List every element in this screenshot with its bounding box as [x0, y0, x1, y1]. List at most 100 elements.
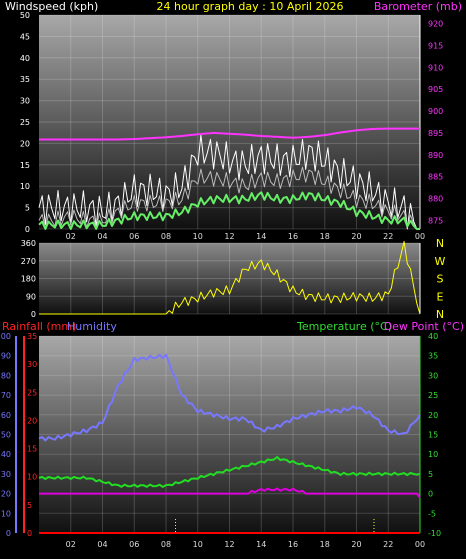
wind-gust-line [38, 134, 420, 230]
x-tick-label: 10 [193, 232, 203, 241]
temperature-tick-label: 30 [428, 371, 438, 380]
barometer-tick-label: 875 [428, 216, 443, 225]
temperature-tick-label: 25 [428, 391, 438, 400]
wind-average-line [38, 166, 420, 230]
wind-direction-line [39, 241, 421, 315]
x-tick-label: 16 [288, 232, 298, 241]
direction-compass-label: N [436, 308, 444, 321]
x-tick-label: 14 [256, 232, 266, 241]
wind-tick-label: 20 [20, 139, 30, 148]
humidity-axis-title: Humidity [67, 320, 117, 333]
direction-compass-label: S [437, 273, 444, 286]
x-tick-label: 08 [161, 232, 171, 241]
temperature-tick-label: 0 [428, 490, 433, 499]
direction-tick-label: 270 [21, 257, 36, 266]
barometer-tick-label: 885 [428, 173, 443, 182]
temperature-tick-label: 20 [428, 411, 438, 420]
humidity-tick-label: 10 [1, 509, 11, 518]
wind-tick-label: 0 [25, 225, 30, 234]
x-tick-label: 06 [129, 232, 139, 241]
wind-tick-label: 50 [20, 11, 30, 20]
x-tick-label: 18 [320, 540, 330, 549]
humidity-tick-label: 80 [1, 371, 11, 380]
barometer-axis-title: Barometer (mb) [374, 0, 462, 13]
rainfall-tick-label: 0 [27, 529, 32, 538]
barometer-tick-label: 910 [428, 63, 443, 72]
barometer-tick-label: 895 [428, 129, 443, 138]
rainfall-tick-label: 20 [27, 416, 37, 425]
temperature-tick-label: -10 [428, 529, 441, 538]
temperature-tick-label: 10 [428, 450, 438, 459]
rainfall-tick-label: 35 [27, 332, 37, 341]
wind-tick-label: 5 [25, 204, 30, 213]
humidity-tick-label: 40 [1, 450, 11, 459]
temperature-tick-label: 5 [428, 470, 433, 479]
humidity-tick-label: 60 [1, 411, 11, 420]
wind-tick-label: 40 [20, 54, 30, 63]
direction-tick-label: 0 [31, 310, 36, 319]
temperature-tick-label: 15 [428, 431, 438, 440]
direction-tick-label: 90 [26, 292, 36, 301]
rainfall-tick-label: 15 [27, 445, 37, 454]
wind-tick-label: 10 [20, 182, 30, 191]
temperature-line [38, 456, 421, 488]
direction-compass-label: N [436, 237, 444, 250]
temperature-tick-label: 35 [428, 352, 438, 361]
barometer-tick-label: 915 [428, 42, 443, 51]
rainfall-axis-title: Rainfall (mm) [2, 320, 76, 333]
dew-point-axis-title: Dew Point (°C) [384, 320, 464, 333]
temperature-tick-label: -5 [428, 509, 436, 518]
direction-tick-label: 180 [21, 275, 36, 284]
x-tick-label: 22 [383, 232, 393, 241]
wind-mean-line [38, 191, 420, 230]
x-tick-label: 00 [415, 540, 425, 549]
x-tick-label: 16 [288, 540, 298, 549]
barometer-tick-label: 880 [428, 194, 443, 203]
x-tick-label: 18 [320, 232, 330, 241]
rainfall-tick-label: 25 [27, 388, 37, 397]
barometer-tick-label: 890 [428, 151, 443, 160]
direction-tick-label: 360 [21, 239, 36, 248]
rainfall-tick-label: 30 [27, 360, 37, 369]
x-tick-label: 04 [97, 540, 107, 549]
humidity-tick-label: 0 [6, 529, 11, 538]
temperature-axis-title: Temperature (°C) [296, 320, 392, 333]
barometer-tick-label: 905 [428, 85, 443, 94]
x-tick-label: 12 [224, 232, 234, 241]
x-tick-label: 20 [351, 232, 361, 241]
x-tick-label: 08 [161, 540, 171, 549]
direction-panel-background [39, 243, 420, 314]
barometer-line [39, 127, 420, 141]
x-tick-label: 06 [129, 540, 139, 549]
windspeed-axis-title: Windspeed (kph) [5, 0, 98, 13]
x-tick-label: 12 [224, 540, 234, 549]
direction-compass-label: W [435, 255, 446, 268]
barometer-tick-label: 900 [428, 107, 443, 116]
wind-tick-label: 30 [20, 97, 30, 106]
x-tick-label: 00 [415, 232, 425, 241]
wind-tick-label: 15 [20, 161, 30, 170]
x-tick-label: 20 [351, 540, 361, 549]
x-tick-label: 02 [66, 232, 76, 241]
x-tick-label: 04 [97, 232, 107, 241]
x-tick-label: 10 [193, 540, 203, 549]
rainfall-tick-label: 10 [27, 473, 37, 482]
wind-tick-label: 25 [20, 118, 30, 127]
x-tick-label: 14 [256, 540, 266, 549]
wind-panel-background [39, 15, 420, 229]
humidity-tick-label: 20 [1, 490, 11, 499]
wind-tick-label: 45 [20, 32, 30, 41]
temperature-tick-label: 40 [428, 332, 438, 341]
direction-compass-label: E [437, 290, 444, 303]
humidity-tick-label: 30 [1, 470, 11, 479]
x-tick-label: 22 [383, 540, 393, 549]
x-tick-label: 02 [66, 540, 76, 549]
climate-panel-background [39, 336, 420, 533]
dew-point-line [39, 487, 421, 499]
rainfall-tick-label: 5 [27, 501, 32, 510]
wind-tick-label: 35 [20, 75, 30, 84]
humidity-tick-label: 70 [1, 391, 11, 400]
humidity-tick-label: 50 [1, 431, 11, 440]
humidity-tick-label: 100 [0, 332, 11, 341]
